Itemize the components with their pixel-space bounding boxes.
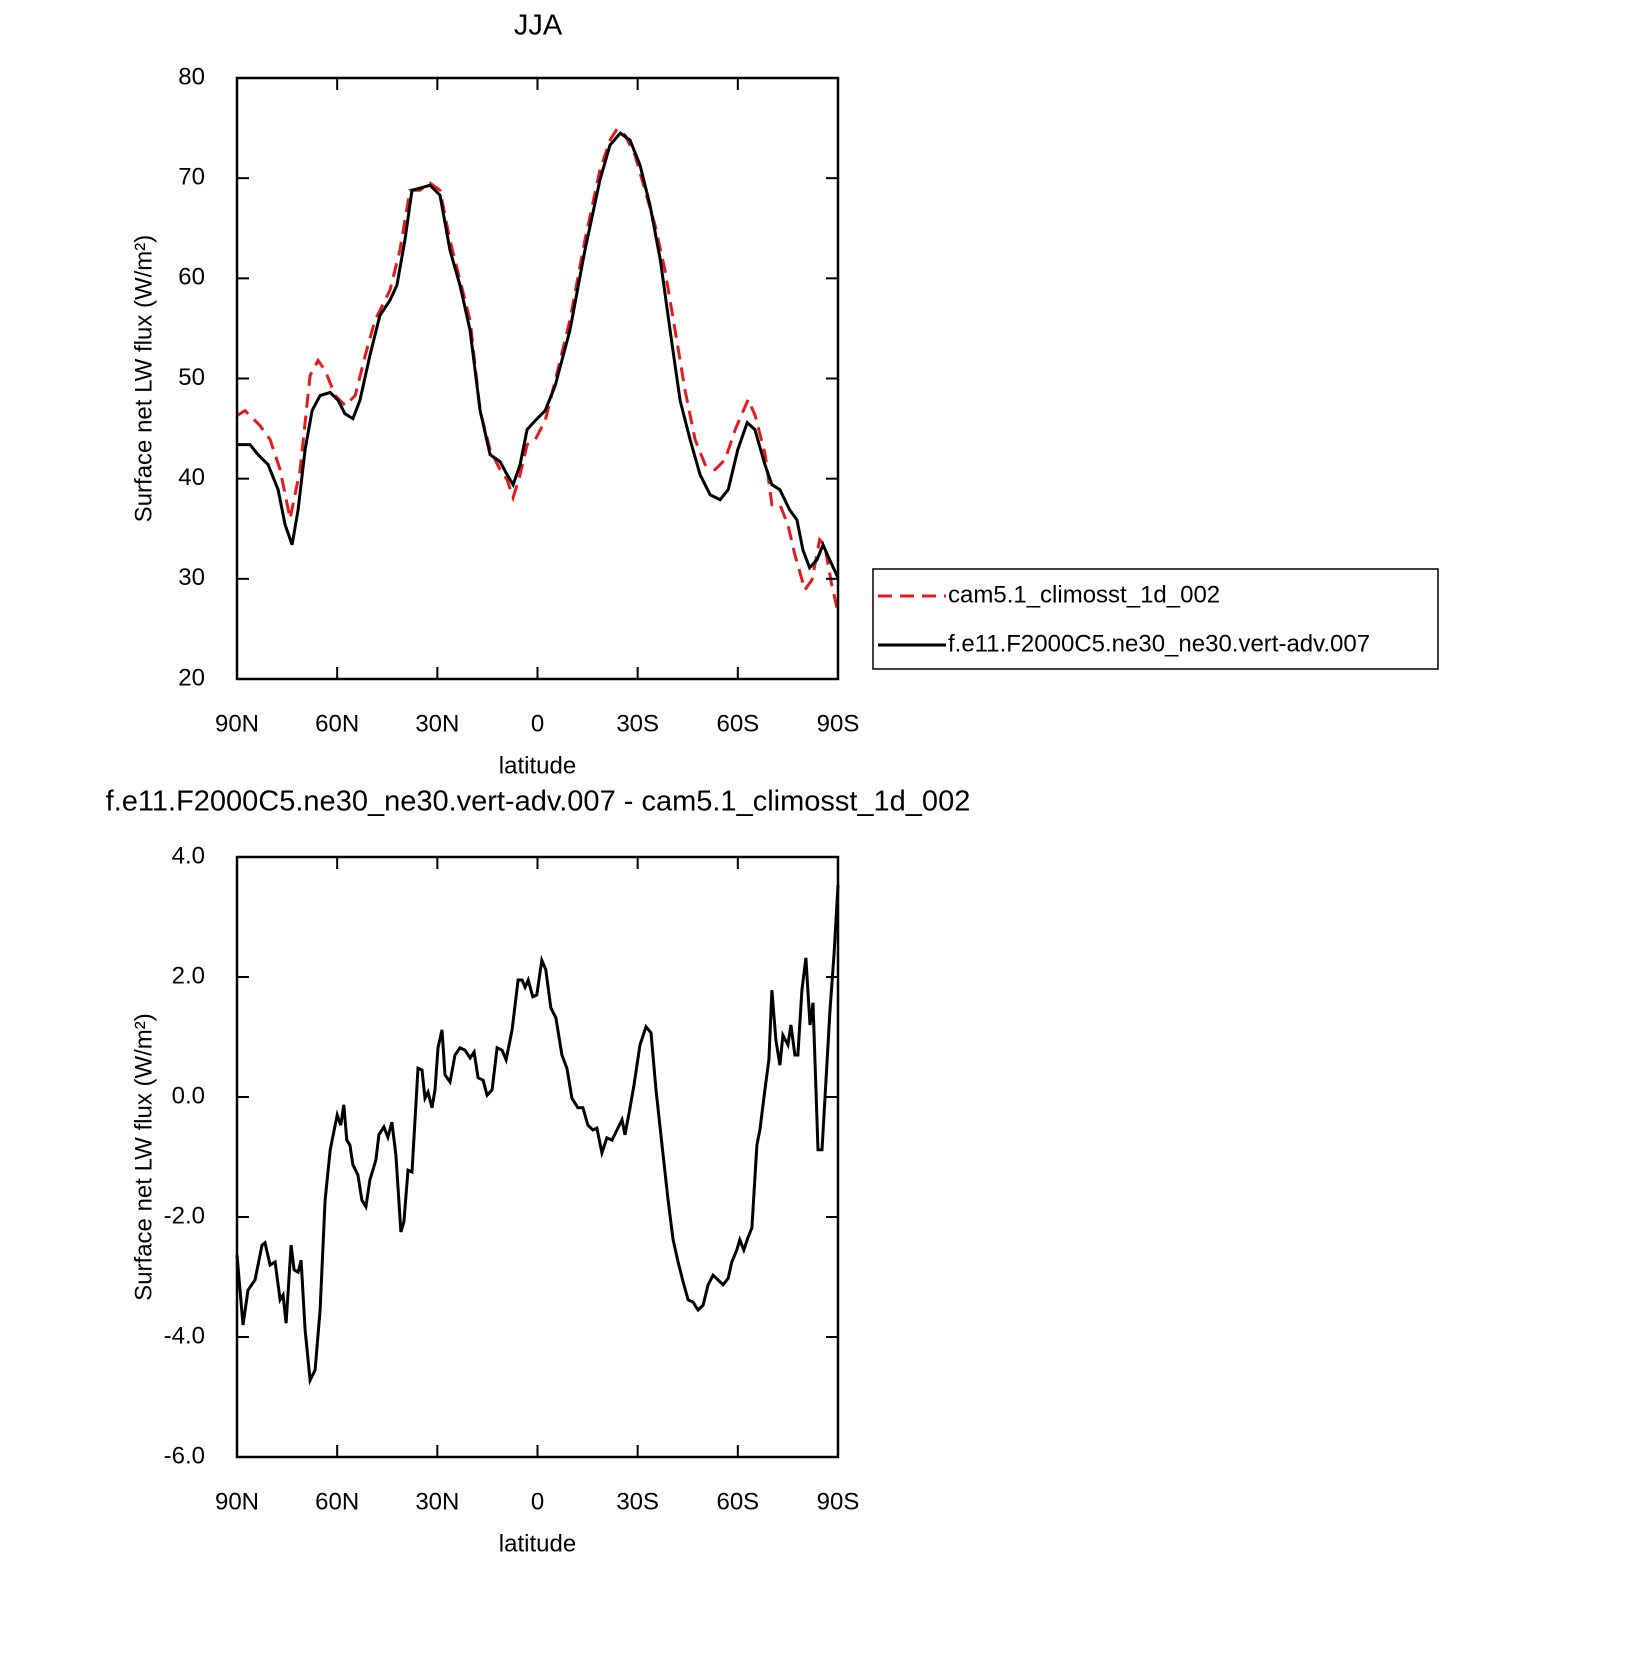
x-tick-label: 90S xyxy=(817,710,860,737)
y-tick-label: 20 xyxy=(178,664,205,691)
legend-box xyxy=(872,568,1439,670)
x-tick-label: 90N xyxy=(215,1488,259,1515)
x-tick-label: 30S xyxy=(616,710,659,737)
y-tick-label: 0.0 xyxy=(172,1082,205,1109)
y-tick-label: 2.0 xyxy=(172,962,205,989)
x-tick-label: 60S xyxy=(716,1488,759,1515)
x-tick-label: 0 xyxy=(531,1488,544,1515)
y-tick-label: 60 xyxy=(178,264,205,291)
x-tick-label: 60N xyxy=(315,710,359,737)
y-tick-label: -6.0 xyxy=(164,1442,205,1469)
x-tick-label: 60N xyxy=(315,1488,359,1515)
y-axis-label: Surface net LW flux (W/m²) xyxy=(130,1013,157,1301)
y-tick-label: 30 xyxy=(178,564,205,591)
data-line xyxy=(236,126,840,613)
x-tick-label: 30N xyxy=(415,1488,459,1515)
y-tick-label: 4.0 xyxy=(172,842,205,869)
x-tick-label: 90N xyxy=(215,710,259,737)
y-axis-label: Surface net LW flux (W/m²) xyxy=(130,235,157,523)
legend-label: f.e11.F2000C5.ne30_ne30.vert-adv.007 xyxy=(948,630,1370,657)
plot: JJA 20 30 40 50 60 70 80 90N 60N 30N 0 30S 60S 90S lati… xyxy=(130,10,1439,779)
x-tick-label: 60S xyxy=(716,710,759,737)
x-tick-label: 90S xyxy=(817,1488,860,1515)
chart-title: JJA xyxy=(514,10,563,42)
x-tick-label: 30S xyxy=(616,1488,659,1515)
plot-frame xyxy=(235,855,840,1459)
chart-title: f.e11.F2000C5.ne30_ne30.vert-adv.007 - c… xyxy=(106,786,971,818)
y-tick-label: -4.0 xyxy=(164,1322,205,1349)
data-line xyxy=(235,885,840,1386)
y-tick-label: 70 xyxy=(178,164,205,191)
plot: f.e11.F2000C5.ne30_ne30.vert-adv.007 - c… xyxy=(106,786,971,1558)
y-tick-label: 40 xyxy=(178,464,205,491)
y-tick-label: 50 xyxy=(178,364,205,391)
x-axis-label: latitude xyxy=(499,1530,576,1557)
x-axis-label: latitude xyxy=(499,752,576,779)
x-tick-label: 0 xyxy=(531,710,544,737)
y-tick-label: 80 xyxy=(178,63,205,90)
legend-label: cam5.1_climosst_1d_002 xyxy=(948,581,1220,608)
y-tick-label: -2.0 xyxy=(164,1202,205,1229)
data-line xyxy=(237,131,840,579)
x-tick-label: 30N xyxy=(415,710,459,737)
